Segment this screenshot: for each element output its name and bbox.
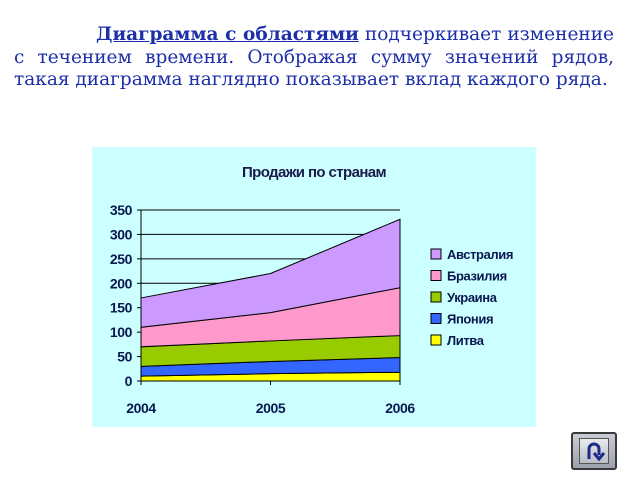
legend-swatch: [430, 270, 442, 281]
u-turn-arrow-icon: [579, 438, 609, 464]
x-tick-label: 2006: [385, 400, 415, 416]
y-tick-label: 250: [110, 251, 133, 267]
legend-label: Украина: [447, 290, 498, 305]
legend-label: Япония: [447, 312, 493, 327]
stacked-area-chart: Продажи по странам 0 50 100 150 200 250 300 350 2…: [110, 164, 514, 416]
legend-swatch: [430, 248, 442, 260]
y-tick-label: 100: [110, 324, 133, 340]
y-tick-label: 200: [110, 275, 133, 291]
legend-swatch: [430, 313, 442, 324]
description-rest: подчеркивает изменение с течением времен…: [14, 24, 614, 90]
y-tick-label: 300: [110, 226, 133, 242]
y-tick-label: 50: [117, 349, 132, 365]
chart-title: Продажи по странам: [242, 164, 387, 181]
description-end: .: [601, 69, 608, 90]
legend-label: Австралия: [447, 247, 513, 262]
legend-label: Литва: [447, 333, 485, 348]
return-button[interactable]: [571, 432, 617, 470]
y-tick-label: 350: [110, 202, 133, 218]
legend-swatch: [430, 334, 442, 346]
y-tick-label: 0: [125, 373, 133, 389]
x-tick-label: 2004: [126, 400, 156, 416]
description-text: Диаграмма с областями подчеркивает измен…: [14, 24, 614, 92]
legend-label: Бразилия: [447, 269, 507, 284]
description-term: Диаграмма с областями: [96, 24, 359, 45]
y-tick-label: 150: [110, 300, 133, 316]
chart-container: Продажи по странам 0 50 100 150 200 250 300 350 2…: [92, 147, 536, 427]
legend-swatch: [430, 291, 442, 303]
x-tick-label: 2005: [256, 400, 286, 416]
